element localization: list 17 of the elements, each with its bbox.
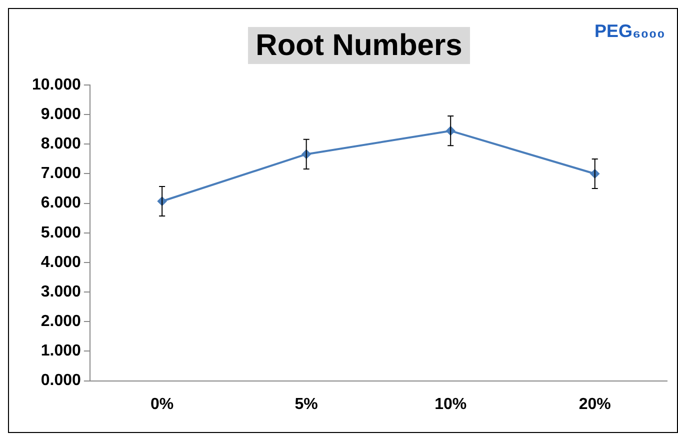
text: PEG₆₀₀₀ (594, 21, 665, 42)
y-tick-label: 0.000 (40, 372, 82, 390)
y-tick-label: 4.000 (40, 254, 82, 271)
x-tick-label: 5% (294, 396, 318, 413)
chart-title: Root Numbers (248, 27, 470, 64)
y-tick-label: 9.000 (40, 106, 82, 123)
y-tick-label: 8.000 (40, 136, 82, 153)
y-tick-label: 5.000 (40, 224, 82, 242)
y-tick-label: 3.000 (40, 283, 82, 300)
x-tick-label: 0% (150, 396, 174, 413)
y-tick-label: 10.000 (32, 76, 82, 94)
y-tick-label: 6.000 (40, 194, 82, 212)
y-tick-label: 7.000 (40, 165, 82, 182)
x-tick-label: 20% (578, 396, 611, 413)
y-tick-label: 1.000 (40, 342, 82, 360)
x-tick-label: 10% (434, 396, 467, 413)
y-tick-label: 2.000 (40, 313, 82, 330)
